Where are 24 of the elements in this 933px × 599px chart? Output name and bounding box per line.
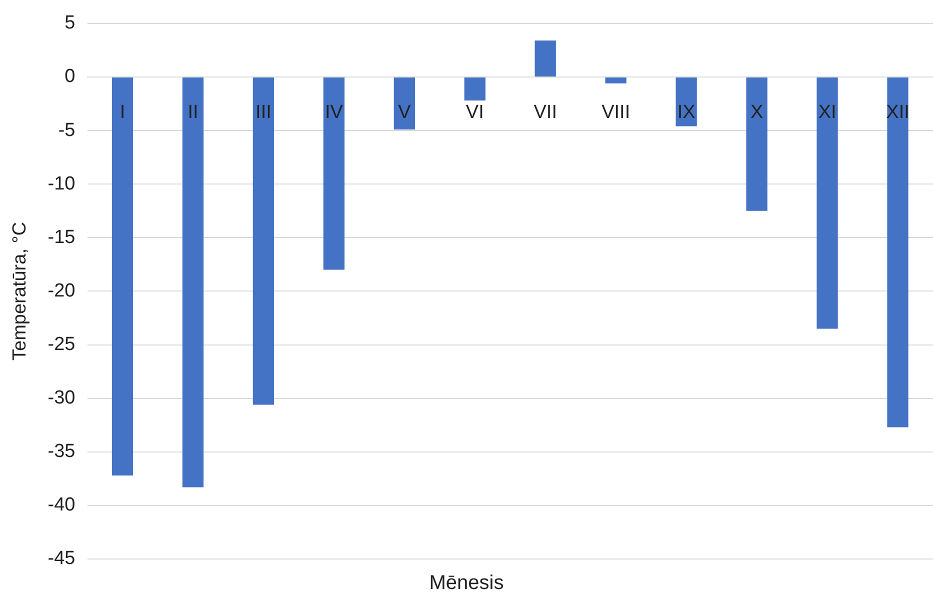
x-tick-label: I bbox=[120, 102, 126, 124]
y-tick-label: -35 bbox=[48, 441, 76, 462]
y-tick-label: 0 bbox=[64, 66, 76, 88]
x-tick-label: II bbox=[188, 102, 198, 124]
x-tick-label: VIII bbox=[602, 102, 630, 124]
x-tick-label: IX bbox=[677, 102, 696, 124]
x-axis-title: Mēnesis bbox=[428, 572, 505, 595]
y-tick-label: -30 bbox=[48, 388, 76, 409]
x-tick-label: IV bbox=[324, 102, 344, 124]
y-tick-label: -10 bbox=[48, 173, 76, 194]
y-tick-label: -5 bbox=[58, 120, 76, 141]
x-tick-label: V bbox=[398, 102, 412, 124]
x-tick-label: XI bbox=[818, 102, 836, 124]
y-tick-label: -25 bbox=[48, 334, 76, 355]
y-tick-label: -45 bbox=[48, 548, 76, 570]
y-tick-label: -40 bbox=[48, 494, 76, 516]
x-tick-label: III bbox=[256, 102, 272, 124]
x-tick-label: VII bbox=[534, 102, 557, 124]
y-axis-title: Temperatūra, °C bbox=[10, 222, 31, 360]
y-tick-label: 5 bbox=[64, 12, 76, 34]
x-tick-label: VI bbox=[466, 102, 484, 124]
y-tick-label: -15 bbox=[48, 226, 76, 248]
y-tick-label: -20 bbox=[48, 280, 76, 302]
x-tick-label: X bbox=[750, 102, 764, 124]
